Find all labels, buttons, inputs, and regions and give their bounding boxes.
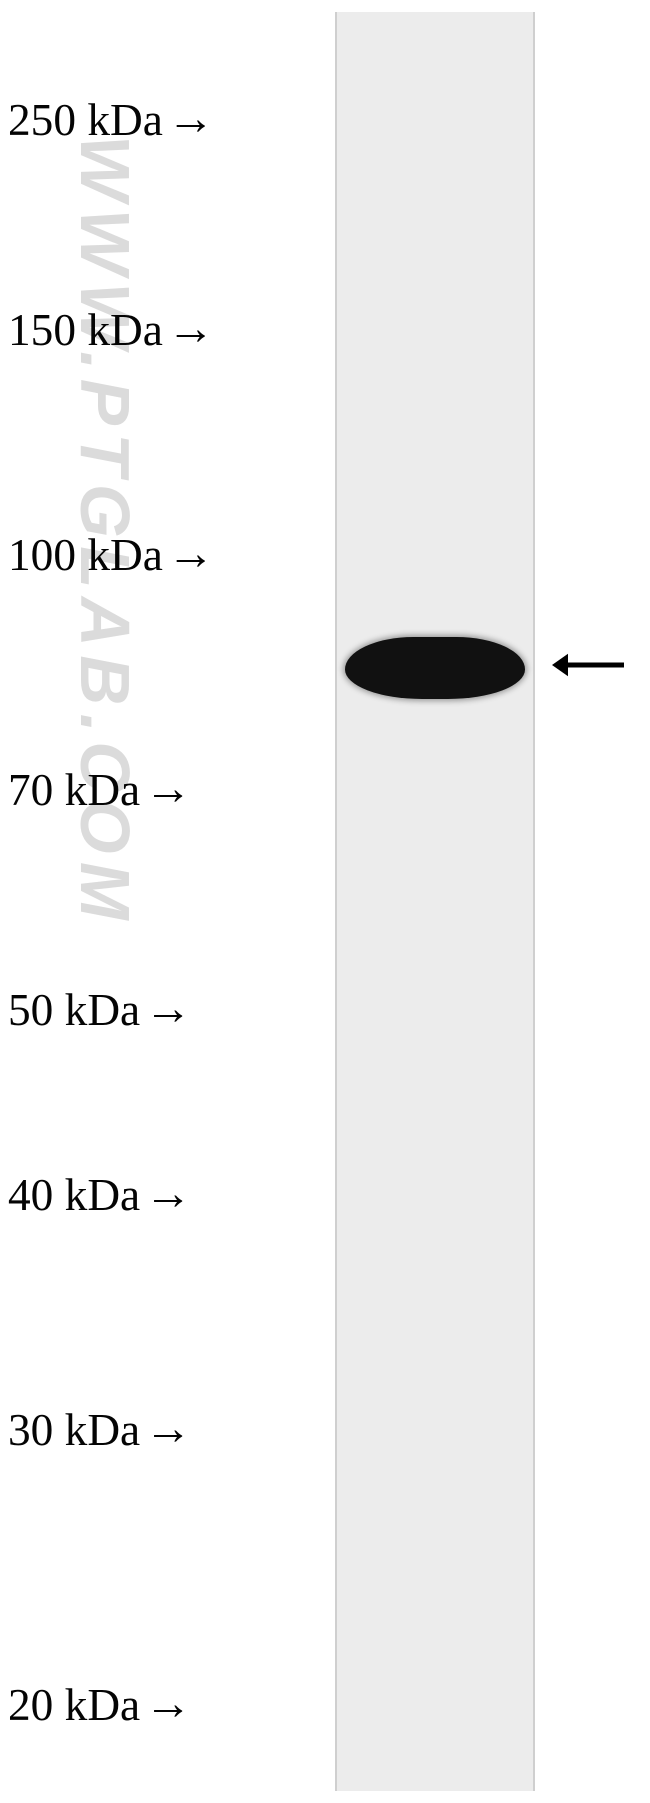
mw-marker: 250 kDa→ — [8, 94, 214, 146]
mw-marker-label: 50 kDa — [8, 984, 140, 1036]
blot-figure: WWW.PTGLAB.COM 250 kDa→150 kDa→100 kDa→7… — [0, 0, 650, 1803]
mw-marker-label: 250 kDa — [8, 94, 163, 146]
arrow-right-icon: → — [144, 1406, 192, 1454]
mw-marker-label: 150 kDa — [8, 304, 163, 356]
mw-marker: 150 kDa→ — [8, 304, 214, 356]
mw-marker: 50 kDa→ — [8, 984, 192, 1036]
gel-lane — [335, 12, 535, 1791]
mw-marker: 100 kDa→ — [8, 529, 214, 581]
arrow-right-icon: → — [144, 1171, 192, 1219]
arrow-right-icon: → — [144, 1681, 192, 1729]
mw-marker: 20 kDa→ — [8, 1679, 192, 1731]
mw-marker-label: 70 kDa — [8, 764, 140, 816]
arrow-right-icon: → — [167, 306, 215, 354]
mw-marker-label: 30 kDa — [8, 1404, 140, 1456]
mw-marker-label: 20 kDa — [8, 1679, 140, 1731]
arrow-right-icon: → — [167, 96, 215, 144]
arrow-right-icon: → — [144, 766, 192, 814]
mw-marker-label: 40 kDa — [8, 1169, 140, 1221]
mw-marker: 70 kDa→ — [8, 764, 192, 816]
mw-marker-label: 100 kDa — [8, 529, 163, 581]
arrow-right-icon: → — [167, 531, 215, 579]
band-pointer-arrow — [552, 649, 624, 681]
mw-marker: 30 kDa→ — [8, 1404, 192, 1456]
protein-band — [345, 637, 525, 699]
mw-marker: 40 kDa→ — [8, 1169, 192, 1221]
arrow-right-icon: → — [144, 986, 192, 1034]
